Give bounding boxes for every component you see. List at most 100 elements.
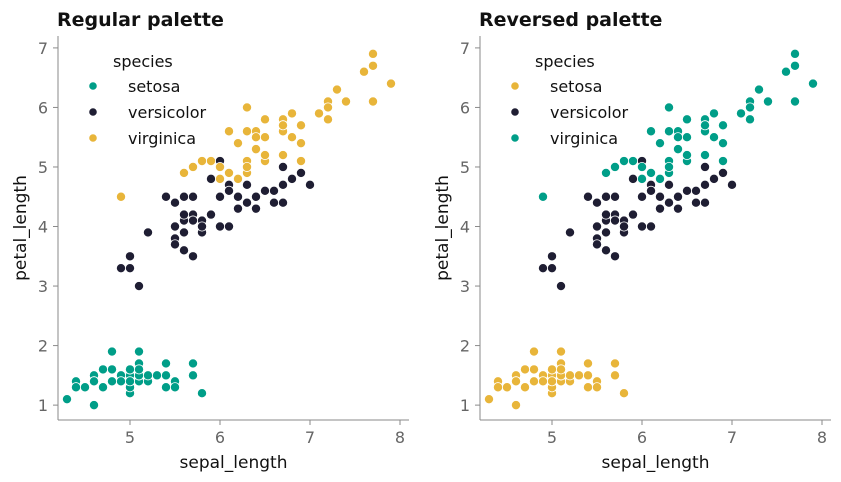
data-point-versicolor bbox=[601, 209, 612, 220]
data-point-versicolor bbox=[610, 251, 621, 262]
series-versicolor bbox=[116, 156, 315, 292]
data-point-versicolor bbox=[646, 185, 657, 196]
data-point-setosa bbox=[89, 376, 100, 387]
legend-marker-virginica bbox=[88, 133, 98, 143]
data-point-virginica bbox=[223, 167, 234, 178]
data-point-versicolor bbox=[691, 185, 702, 196]
data-point-virginica bbox=[718, 120, 729, 131]
data-point-virginica bbox=[718, 138, 729, 149]
data-point-virginica bbox=[610, 161, 621, 172]
x-tick-label: 7 bbox=[305, 428, 315, 447]
data-point-virginica bbox=[700, 150, 711, 161]
data-point-setosa bbox=[592, 382, 603, 393]
legend-label-versicolor: versicolor bbox=[128, 103, 206, 122]
data-point-setosa bbox=[583, 370, 594, 381]
y-tick-label: 2 bbox=[38, 337, 48, 356]
data-point-setosa bbox=[538, 376, 549, 387]
data-point-versicolor bbox=[232, 203, 243, 214]
data-point-versicolor bbox=[592, 239, 603, 250]
data-point-setosa bbox=[583, 358, 594, 369]
x-axis-label: sepal_length bbox=[602, 453, 710, 473]
data-point-virginica bbox=[259, 114, 270, 125]
data-point-setosa bbox=[565, 370, 576, 381]
data-point-virginica bbox=[116, 191, 127, 202]
data-point-virginica bbox=[538, 191, 549, 202]
data-point-versicolor bbox=[709, 173, 720, 184]
x-tick-label: 6 bbox=[637, 428, 647, 447]
legend-title: species bbox=[113, 52, 173, 71]
data-point-virginica bbox=[367, 96, 378, 107]
data-point-virginica bbox=[763, 96, 774, 107]
data-point-virginica bbox=[655, 138, 666, 149]
data-point-versicolor bbox=[691, 197, 702, 208]
data-point-versicolor bbox=[223, 185, 234, 196]
data-point-setosa bbox=[501, 382, 512, 393]
data-point-virginica bbox=[232, 138, 243, 149]
data-point-virginica bbox=[745, 102, 756, 113]
data-point-setosa bbox=[62, 394, 73, 405]
data-point-setosa bbox=[520, 364, 531, 375]
data-point-virginica bbox=[673, 144, 684, 155]
data-point-versicolor bbox=[610, 215, 621, 226]
data-point-setosa bbox=[187, 358, 198, 369]
data-point-versicolor bbox=[259, 185, 270, 196]
data-point-virginica bbox=[619, 156, 630, 167]
legend-marker-setosa bbox=[510, 81, 520, 91]
data-point-setosa bbox=[107, 376, 118, 387]
data-point-virginica bbox=[367, 60, 378, 71]
data-point-virginica bbox=[322, 114, 333, 125]
data-point-versicolor bbox=[241, 197, 252, 208]
data-point-versicolor bbox=[547, 263, 558, 274]
series-virginica bbox=[538, 48, 819, 202]
data-point-setosa bbox=[107, 364, 118, 375]
data-point-virginica bbox=[331, 84, 342, 95]
legend-marker-versicolor bbox=[510, 107, 520, 117]
series-setosa bbox=[62, 346, 207, 411]
data-point-versicolor bbox=[142, 227, 153, 238]
data-point-virginica bbox=[601, 167, 612, 178]
data-point-versicolor bbox=[178, 191, 189, 202]
data-point-versicolor bbox=[133, 281, 144, 292]
legend-marker-virginica bbox=[510, 133, 520, 143]
data-point-virginica bbox=[709, 108, 720, 119]
data-point-virginica bbox=[259, 132, 270, 143]
series-versicolor bbox=[538, 156, 738, 292]
data-point-setosa bbox=[483, 394, 494, 405]
data-point-setosa bbox=[107, 346, 118, 357]
data-point-setosa bbox=[71, 382, 82, 393]
data-point-virginica bbox=[646, 167, 657, 178]
data-point-virginica bbox=[241, 161, 252, 172]
y-tick-label: 1 bbox=[460, 396, 470, 415]
data-point-virginica bbox=[295, 120, 306, 131]
data-point-versicolor bbox=[205, 209, 216, 220]
y-tick-label: 3 bbox=[38, 277, 48, 296]
data-point-versicolor bbox=[268, 197, 279, 208]
y-tick-label: 7 bbox=[460, 39, 470, 58]
data-point-virginica bbox=[682, 150, 693, 161]
legend-marker-setosa bbox=[88, 81, 98, 91]
data-point-versicolor bbox=[601, 227, 612, 238]
x-tick-label: 7 bbox=[727, 428, 737, 447]
data-point-setosa bbox=[556, 364, 567, 375]
data-point-virginica bbox=[790, 48, 801, 59]
data-point-virginica bbox=[295, 138, 306, 149]
y-tick-label: 5 bbox=[38, 158, 48, 177]
data-point-virginica bbox=[223, 126, 234, 137]
data-point-virginica bbox=[358, 66, 369, 77]
legend-label-setosa: setosa bbox=[550, 77, 602, 96]
data-point-versicolor bbox=[169, 221, 180, 232]
legend-label-setosa: setosa bbox=[128, 77, 180, 96]
y-tick-label: 6 bbox=[38, 98, 48, 117]
data-point-versicolor bbox=[116, 263, 127, 274]
data-point-setosa bbox=[133, 364, 144, 375]
data-point-setosa bbox=[187, 370, 198, 381]
y-tick-label: 4 bbox=[460, 218, 470, 237]
data-point-versicolor bbox=[232, 191, 243, 202]
data-point-virginica bbox=[637, 173, 648, 184]
y-tick-label: 7 bbox=[38, 39, 48, 58]
data-point-setosa bbox=[610, 358, 621, 369]
data-point-versicolor bbox=[304, 179, 315, 190]
data-point-setosa bbox=[196, 388, 207, 399]
data-point-virginica bbox=[754, 84, 765, 95]
data-point-virginica bbox=[682, 114, 693, 125]
